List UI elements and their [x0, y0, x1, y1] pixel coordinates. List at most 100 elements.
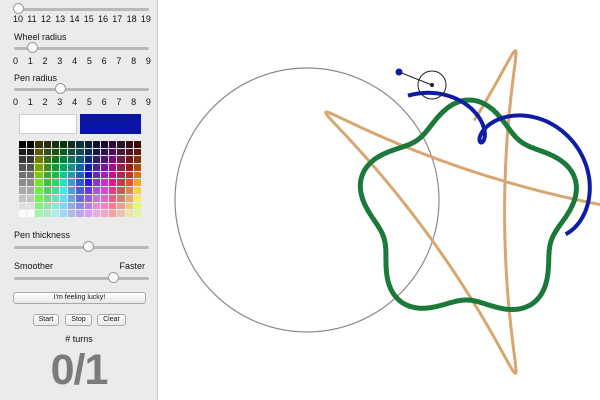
pen-thickness-slider[interactable]	[14, 240, 149, 254]
slider-thumb[interactable]	[55, 83, 67, 94]
palette-cell[interactable]	[27, 164, 35, 171]
palette-cell[interactable]	[51, 164, 59, 171]
palette-cell[interactable]	[35, 164, 43, 171]
palette-cell[interactable]	[117, 164, 125, 171]
palette-cell[interactable]	[68, 210, 76, 217]
palette-cell[interactable]	[92, 179, 100, 187]
palette-cell[interactable]	[68, 187, 76, 194]
palette-cell[interactable]	[92, 156, 100, 164]
palette-cell[interactable]	[19, 210, 27, 217]
palette-cell[interactable]	[109, 164, 117, 171]
palette-cell[interactable]	[59, 164, 68, 171]
palette-cell[interactable]	[59, 148, 68, 156]
palette-cell[interactable]	[109, 171, 117, 179]
palette-cell[interactable]	[109, 194, 117, 202]
palette-cell[interactable]	[19, 171, 27, 179]
palette-cell[interactable]	[100, 164, 109, 171]
palette-cell[interactable]	[51, 210, 59, 217]
palette-cell[interactable]	[68, 156, 76, 164]
background-color-swatch[interactable]	[19, 114, 77, 134]
palette-cell[interactable]	[92, 171, 100, 179]
palette-cell[interactable]	[19, 194, 27, 202]
palette-cell[interactable]	[43, 156, 51, 164]
slider-thumb[interactable]	[27, 42, 39, 53]
slider-thumb[interactable]	[13, 3, 24, 14]
wheel-radius-slider[interactable]	[14, 41, 149, 55]
palette-cell[interactable]	[133, 210, 141, 217]
top-range-slider[interactable]	[13, 2, 149, 16]
palette-cell[interactable]	[27, 179, 35, 187]
palette-cell[interactable]	[100, 171, 109, 179]
palette-cell[interactable]	[59, 194, 68, 202]
palette-cell[interactable]	[117, 202, 125, 210]
palette-cell[interactable]	[133, 148, 141, 156]
palette-cell[interactable]	[51, 202, 59, 210]
palette-cell[interactable]	[59, 179, 68, 187]
palette-cell[interactable]	[109, 156, 117, 164]
palette-cell[interactable]	[84, 141, 92, 148]
feeling-lucky-button[interactable]: I'm feeling lucky!	[13, 292, 146, 304]
palette-cell[interactable]	[35, 210, 43, 217]
palette-cell[interactable]	[19, 164, 27, 171]
palette-cell[interactable]	[51, 187, 59, 194]
palette-cell[interactable]	[109, 202, 117, 210]
palette-cell[interactable]	[27, 141, 35, 148]
palette-cell[interactable]	[35, 141, 43, 148]
palette-cell[interactable]	[27, 202, 35, 210]
palette-cell[interactable]	[59, 171, 68, 179]
palette-cell[interactable]	[76, 171, 84, 179]
palette-cell[interactable]	[133, 141, 141, 148]
palette-cell[interactable]	[43, 171, 51, 179]
palette-cell[interactable]	[125, 194, 133, 202]
palette-cell[interactable]	[35, 156, 43, 164]
palette-cell[interactable]	[133, 202, 141, 210]
palette-cell[interactable]	[117, 148, 125, 156]
palette-cell[interactable]	[68, 171, 76, 179]
palette-cell[interactable]	[27, 171, 35, 179]
palette-cell[interactable]	[92, 164, 100, 171]
palette-cell[interactable]	[19, 179, 27, 187]
palette-cell[interactable]	[27, 156, 35, 164]
palette-cell[interactable]	[84, 187, 92, 194]
palette-cell[interactable]	[117, 156, 125, 164]
palette-cell[interactable]	[117, 179, 125, 187]
palette-cell[interactable]	[76, 141, 84, 148]
color-palette[interactable]	[19, 141, 141, 217]
palette-cell[interactable]	[125, 187, 133, 194]
palette-cell[interactable]	[92, 148, 100, 156]
slider-thumb[interactable]	[82, 241, 94, 252]
palette-cell[interactable]	[59, 202, 68, 210]
palette-cell[interactable]	[76, 148, 84, 156]
palette-cell[interactable]	[100, 194, 109, 202]
palette-cell[interactable]	[68, 141, 76, 148]
palette-cell[interactable]	[19, 148, 27, 156]
drawing-canvas[interactable]	[158, 0, 600, 400]
palette-cell[interactable]	[43, 187, 51, 194]
palette-cell[interactable]	[92, 141, 100, 148]
palette-cell[interactable]	[43, 194, 51, 202]
palette-cell[interactable]	[133, 187, 141, 194]
palette-cell[interactable]	[76, 164, 84, 171]
palette-cell[interactable]	[76, 179, 84, 187]
palette-cell[interactable]	[59, 141, 68, 148]
clear-button[interactable]: Clear	[97, 314, 126, 326]
palette-cell[interactable]	[133, 164, 141, 171]
palette-cell[interactable]	[27, 210, 35, 217]
start-button[interactable]: Start	[33, 314, 59, 326]
palette-cell[interactable]	[35, 194, 43, 202]
slider-thumb[interactable]	[108, 272, 120, 283]
palette-cell[interactable]	[133, 171, 141, 179]
palette-cell[interactable]	[84, 148, 92, 156]
palette-cell[interactable]	[84, 210, 92, 217]
palette-cell[interactable]	[133, 156, 141, 164]
palette-cell[interactable]	[125, 202, 133, 210]
palette-cell[interactable]	[125, 156, 133, 164]
palette-cell[interactable]	[59, 187, 68, 194]
palette-cell[interactable]	[109, 148, 117, 156]
palette-cell[interactable]	[68, 194, 76, 202]
palette-cell[interactable]	[125, 179, 133, 187]
palette-cell[interactable]	[117, 141, 125, 148]
palette-cell[interactable]	[100, 210, 109, 217]
palette-cell[interactable]	[100, 187, 109, 194]
palette-cell[interactable]	[51, 194, 59, 202]
